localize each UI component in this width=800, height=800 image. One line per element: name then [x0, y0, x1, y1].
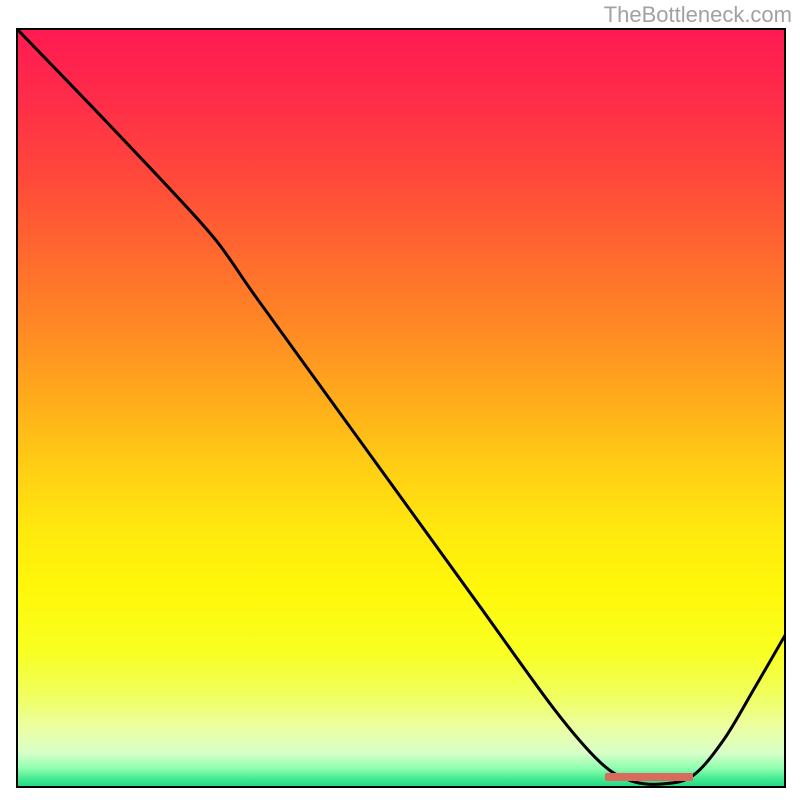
gradient-plot [16, 28, 786, 788]
gradient-rect [17, 29, 785, 787]
watermark-text: TheBottleneck.com [604, 2, 792, 28]
optimum-marker [605, 773, 693, 781]
chart-container: TheBottleneck.com [0, 0, 800, 800]
